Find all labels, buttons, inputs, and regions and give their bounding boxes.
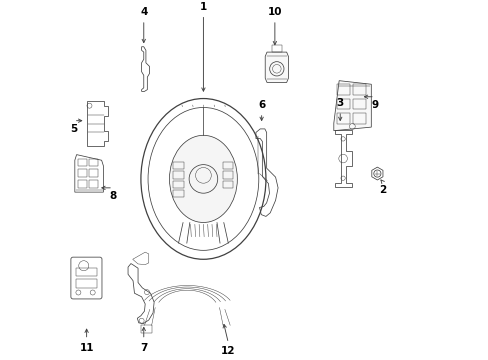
Bar: [173, 162, 183, 169]
Ellipse shape: [169, 135, 237, 222]
Bar: [173, 171, 183, 179]
Text: 3: 3: [336, 98, 343, 108]
Bar: [337, 113, 349, 123]
Bar: [173, 190, 183, 197]
Text: 6: 6: [258, 100, 264, 110]
Bar: [223, 181, 233, 188]
Bar: [173, 181, 183, 188]
Bar: [89, 169, 98, 177]
Bar: [353, 113, 366, 123]
Bar: [353, 84, 366, 95]
Polygon shape: [264, 52, 288, 82]
Bar: [78, 169, 86, 177]
Polygon shape: [333, 81, 370, 131]
Bar: [337, 99, 349, 109]
Bar: [337, 84, 349, 95]
Text: 10: 10: [267, 7, 282, 17]
Text: 4: 4: [140, 7, 147, 17]
Text: 2: 2: [379, 185, 386, 195]
Text: 5: 5: [70, 123, 77, 134]
Bar: [223, 162, 233, 169]
Bar: [78, 158, 86, 166]
Bar: [76, 268, 97, 276]
Text: 12: 12: [221, 346, 235, 356]
Bar: [223, 171, 233, 179]
Bar: [89, 158, 98, 166]
Text: 8: 8: [109, 191, 117, 201]
Text: 1: 1: [200, 2, 206, 12]
Bar: [76, 279, 97, 288]
Bar: [78, 180, 86, 188]
Text: 11: 11: [79, 342, 94, 352]
Bar: [353, 99, 366, 109]
Text: 7: 7: [140, 342, 147, 352]
Bar: [89, 180, 98, 188]
Text: 9: 9: [370, 100, 378, 109]
